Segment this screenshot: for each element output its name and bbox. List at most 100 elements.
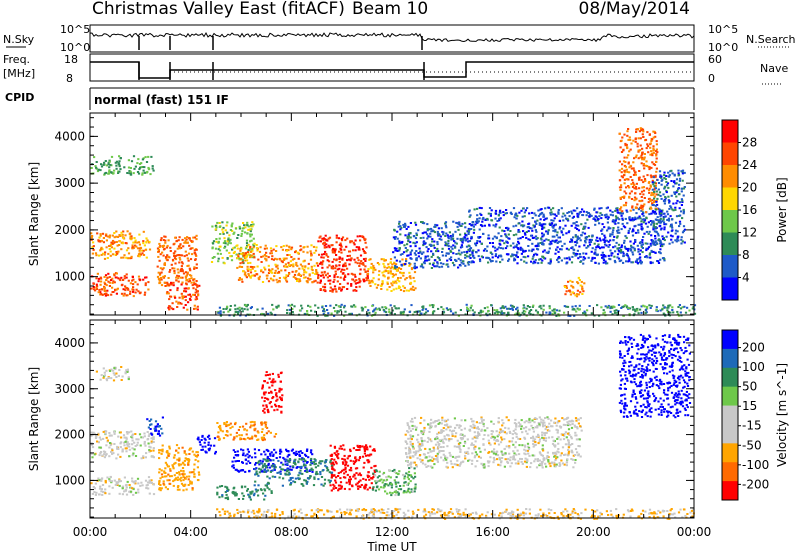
data-cell [164, 467, 167, 470]
data-cell [326, 239, 329, 242]
data-cell [584, 312, 587, 314]
data-cell [502, 247, 505, 250]
data-cell [117, 170, 120, 173]
data-cell [504, 305, 507, 308]
data-cell [152, 493, 156, 496]
data-cell [567, 280, 570, 283]
data-cell [193, 267, 196, 270]
data-cell [426, 237, 429, 240]
data-cell [326, 266, 329, 269]
data-cell [131, 443, 134, 446]
data-cell [553, 308, 556, 311]
data-cell [169, 250, 172, 252]
data-cell [108, 492, 111, 495]
data-cell [168, 308, 171, 311]
data-cell [524, 233, 527, 236]
data-cell [408, 271, 411, 274]
data-cell [183, 484, 186, 487]
data-cell [181, 467, 185, 469]
data-cell [571, 240, 574, 243]
data-cell [336, 280, 339, 283]
data-cell [516, 247, 519, 249]
data-cell [547, 250, 550, 253]
data-cell [639, 308, 642, 311]
data-cell [336, 311, 339, 314]
data-cell [143, 440, 146, 443]
data-cell [115, 376, 118, 378]
data-cell [247, 274, 250, 277]
data-cell [306, 281, 309, 284]
data-cell [288, 254, 291, 256]
data-cell [130, 430, 133, 433]
data-cell [677, 188, 680, 191]
data-cell [593, 217, 596, 220]
data-cell [252, 223, 255, 226]
data-region [90, 230, 152, 260]
data-cell [517, 230, 520, 233]
data-cell [216, 221, 219, 224]
data-cell [511, 253, 514, 256]
data-cell [670, 194, 673, 197]
data-cell [595, 236, 599, 239]
data-cell [399, 276, 402, 279]
data-cell [115, 235, 118, 238]
data-cell [491, 260, 494, 262]
data-cell [194, 307, 197, 310]
data-cell [346, 288, 349, 290]
data-cell [128, 431, 131, 434]
data-cell [116, 244, 119, 247]
data-cell [223, 240, 227, 243]
data-cell [187, 301, 190, 304]
data-cell [167, 239, 170, 242]
data-cell [130, 160, 134, 163]
data-cell [634, 310, 637, 313]
data-cell [121, 242, 124, 245]
data-cell [528, 227, 531, 230]
data-cell [109, 444, 112, 447]
data-cell [588, 243, 592, 246]
data-cell [271, 475, 274, 478]
data-cell [109, 244, 112, 247]
data-cell [336, 276, 339, 278]
data-cell [514, 212, 518, 215]
data-cell [436, 241, 439, 243]
data-cell [477, 236, 480, 239]
data-cell [156, 423, 159, 426]
data-cell [540, 238, 543, 241]
data-cell [193, 249, 196, 252]
data-cell [298, 466, 301, 469]
data-cell [541, 211, 544, 214]
data-cell [135, 438, 138, 441]
data-cell [572, 248, 575, 251]
data-cell [108, 234, 112, 237]
data-cell [554, 312, 557, 315]
data-cell [162, 275, 165, 278]
data-cell [169, 269, 172, 271]
data-cell [238, 227, 241, 230]
data-cell [340, 251, 343, 254]
data-cell [139, 278, 142, 281]
data-cell [221, 231, 225, 234]
data-cell [92, 248, 95, 251]
data-cell [619, 179, 622, 182]
data-cell [676, 189, 679, 192]
data-cell [638, 149, 642, 152]
data-cell [249, 235, 252, 238]
data-cell [623, 182, 626, 185]
data-cell [106, 476, 109, 479]
data-cell [134, 281, 137, 284]
data-cell [298, 280, 301, 283]
data-cell [593, 208, 596, 211]
data-cell [637, 223, 640, 226]
data-cell [504, 247, 508, 250]
data-cell [327, 244, 330, 247]
data-cell [544, 223, 547, 226]
data-cell [470, 237, 473, 240]
data-cell [623, 239, 626, 242]
data-cell [177, 271, 180, 274]
data-cell [115, 160, 119, 163]
data-cell [309, 451, 313, 454]
data-cell [126, 257, 129, 260]
data-cell [213, 444, 216, 447]
data-cell [590, 214, 593, 217]
